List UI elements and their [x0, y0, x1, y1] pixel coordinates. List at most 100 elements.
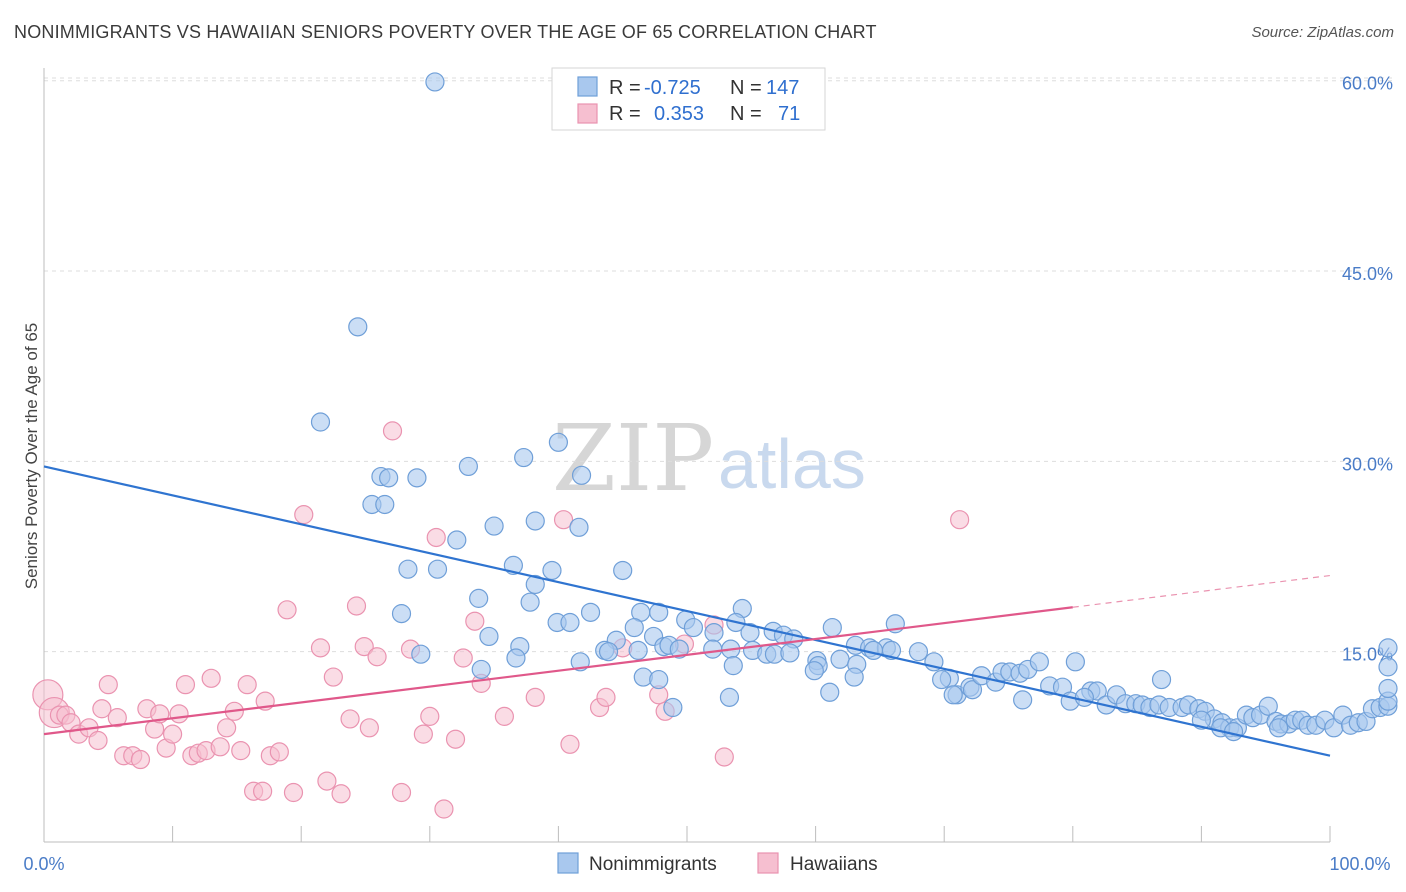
nonimmigrants-point: [391, 604, 412, 624]
nonimmigrants-point: [520, 592, 540, 612]
nonimmigrants-point: [1013, 690, 1033, 710]
nonimmigrants-point: [822, 617, 842, 638]
hawaiians-point: [98, 675, 118, 695]
nonimmigrants-point: [649, 669, 669, 690]
nonimmigrants-points: [310, 72, 1398, 742]
chart-title: NONIMMIGRANTS VS HAWAIIAN SENIORS POVERT…: [14, 22, 877, 42]
hawaiians-point: [426, 527, 446, 548]
hawaiians-point: [175, 675, 196, 695]
legend-r-value-1: -0.725: [644, 77, 701, 99]
y-axis-label: Seniors Poverty Over the Age of 65: [22, 323, 41, 589]
hawaiians-point: [359, 718, 379, 738]
gridlines: [44, 77, 1394, 653]
hawaiians-point: [294, 505, 314, 525]
nonimmigrants-point: [628, 640, 648, 661]
watermark-zip: ZIP: [552, 405, 714, 512]
hawaiians-point: [560, 734, 580, 754]
nonimmigrants-point: [1074, 687, 1094, 707]
nonimmigrants-point: [1065, 652, 1085, 672]
y-tick-label: 30.0%: [1342, 454, 1393, 474]
nonimmigrants-point: [649, 602, 669, 622]
legend-n-label-1: N =: [730, 77, 762, 99]
hawaiians-point: [346, 596, 367, 616]
bottom-legend-swatch-nonimmigrants: [557, 852, 579, 874]
nonimmigrants-point: [1378, 657, 1398, 677]
nonimmigrants-point: [663, 697, 683, 718]
x-ticks: [43, 826, 1331, 842]
nonimmigrants-point: [908, 642, 929, 662]
hawaiians-point: [950, 510, 970, 530]
legend-bottom: Nonimmigrants Hawaiians: [557, 852, 878, 875]
nonimmigrants-point: [458, 456, 478, 477]
nonimmigrants-point: [1151, 669, 1172, 690]
nonimmigrants-point: [881, 640, 902, 661]
legend-swatch-hawaiians: [577, 103, 598, 124]
nonimmigrants-point: [506, 648, 526, 668]
legend-n-label-2: N =: [730, 103, 762, 125]
nonimmigrants-point: [447, 530, 467, 550]
nonimmigrants-point: [830, 649, 850, 669]
hawaiians-point: [340, 709, 360, 729]
nonimmigrants-point: [683, 617, 704, 638]
y-tick-label: 45.0%: [1342, 264, 1393, 284]
bottom-legend-swatch-hawaiians: [757, 852, 779, 874]
hawaiians-point: [354, 636, 374, 657]
nonimmigrants-point: [820, 682, 840, 702]
nonimmigrants-point: [1268, 718, 1289, 738]
hawaiians-trend-extension: [1072, 574, 1331, 608]
legend-r-label-2: R =: [609, 103, 641, 125]
nonimmigrants-point: [1378, 638, 1398, 658]
nonimmigrants-point: [525, 511, 545, 531]
nonimmigrants-point: [863, 640, 884, 661]
nonimmigrants-point: [514, 447, 534, 468]
nonimmigrants-point: [943, 685, 963, 705]
hawaiians-trend-line: [43, 606, 1073, 736]
nonimmigrants-point: [669, 639, 689, 659]
nonimmigrants-point: [310, 412, 331, 432]
hawaiians-point: [169, 704, 189, 724]
legend-swatch-nonimmigrants: [577, 76, 598, 97]
nonimmigrants-point: [1378, 678, 1398, 699]
hawaiians-point: [453, 648, 473, 668]
nonimmigrants-point: [375, 494, 395, 515]
nonimmigrants-point: [471, 659, 491, 680]
hawaiians-point: [253, 781, 273, 801]
nonimmigrants-point: [624, 617, 644, 638]
nonimmigrants-point: [598, 642, 619, 662]
hawaiians-point: [231, 741, 251, 761]
nonimmigrants-point: [1258, 696, 1278, 716]
nonimmigrants-point: [580, 602, 601, 622]
hawaiians-point: [494, 706, 514, 726]
nonimmigrants-point: [723, 656, 743, 676]
hawaiians-point: [317, 771, 337, 791]
nonimmigrants-point: [525, 574, 545, 595]
nonimmigrants-point: [1029, 652, 1049, 672]
hawaiians-point: [382, 421, 403, 441]
nonimmigrants-point: [571, 465, 592, 485]
hawaiians-point: [714, 747, 734, 767]
trend-lines: [43, 465, 1331, 757]
hawaiians-point: [269, 742, 289, 762]
legend-n-value-1: 147: [766, 77, 799, 99]
hawaiians-point: [130, 749, 151, 770]
hawaiians-point: [331, 784, 351, 804]
nonimmigrants-point: [932, 669, 952, 690]
nonimmigrants-point: [844, 667, 864, 687]
bottom-legend-nonimmigrants: Nonimmigrants: [589, 854, 717, 875]
hawaiians-point: [163, 724, 183, 744]
hawaiians-point: [310, 638, 331, 658]
hawaiians-point: [283, 782, 304, 803]
nonimmigrants-point: [570, 652, 590, 672]
nonimmigrants-point: [542, 560, 562, 581]
nonimmigrants-point: [348, 317, 368, 337]
y-tick-label: 60.0%: [1342, 74, 1393, 94]
x-tick-label-max: 100.0%: [1329, 854, 1390, 874]
legend-r-value-2: 0.353: [654, 103, 704, 125]
bottom-legend-hawaiians: Hawaiians: [790, 854, 878, 875]
nonimmigrants-point: [479, 626, 499, 647]
hawaiians-point: [445, 729, 466, 749]
hawaiians-point: [391, 782, 412, 803]
nonimmigrants-point: [962, 680, 983, 700]
hawaiians-point: [237, 675, 257, 695]
